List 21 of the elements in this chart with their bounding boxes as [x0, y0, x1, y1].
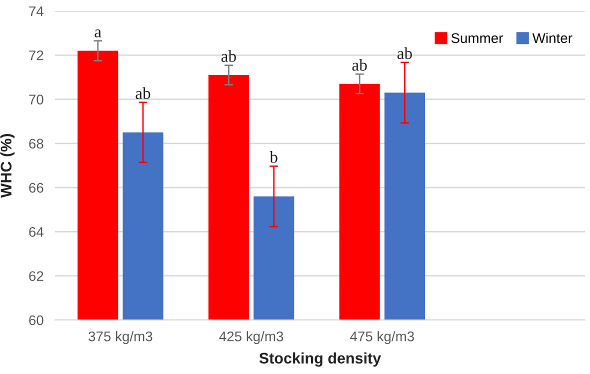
annotation: ab — [136, 87, 150, 99]
x-tick-label: 425 kg/m3 — [219, 331, 284, 344]
annotation: ab — [221, 50, 236, 62]
annotation: b — [270, 151, 278, 163]
legend-label: Winter — [532, 32, 572, 44]
x-axis-title: Stocking density — [259, 352, 382, 367]
x-tick-label: 475 kg/m3 — [350, 331, 414, 344]
annotation: a — [94, 29, 102, 38]
x-tick-label: 375 kg/m3 — [88, 331, 152, 344]
legend-label: Summer — [451, 33, 503, 44]
annotation: ab — [352, 59, 367, 71]
y-tick-label: 74 — [29, 6, 44, 16]
y-axis-title: WHC (%) — [0, 134, 15, 198]
annotation: ab — [397, 47, 412, 60]
y-tick-label: 70 — [29, 94, 44, 104]
y-tick-label: 66 — [29, 182, 44, 193]
y-tick-label: 68 — [29, 138, 44, 149]
y-tick-label: 62 — [29, 271, 44, 282]
y-tick-label: 60 — [29, 315, 44, 326]
y-tick-label: 64 — [29, 227, 44, 237]
y-tick-label: 72 — [29, 50, 44, 60]
